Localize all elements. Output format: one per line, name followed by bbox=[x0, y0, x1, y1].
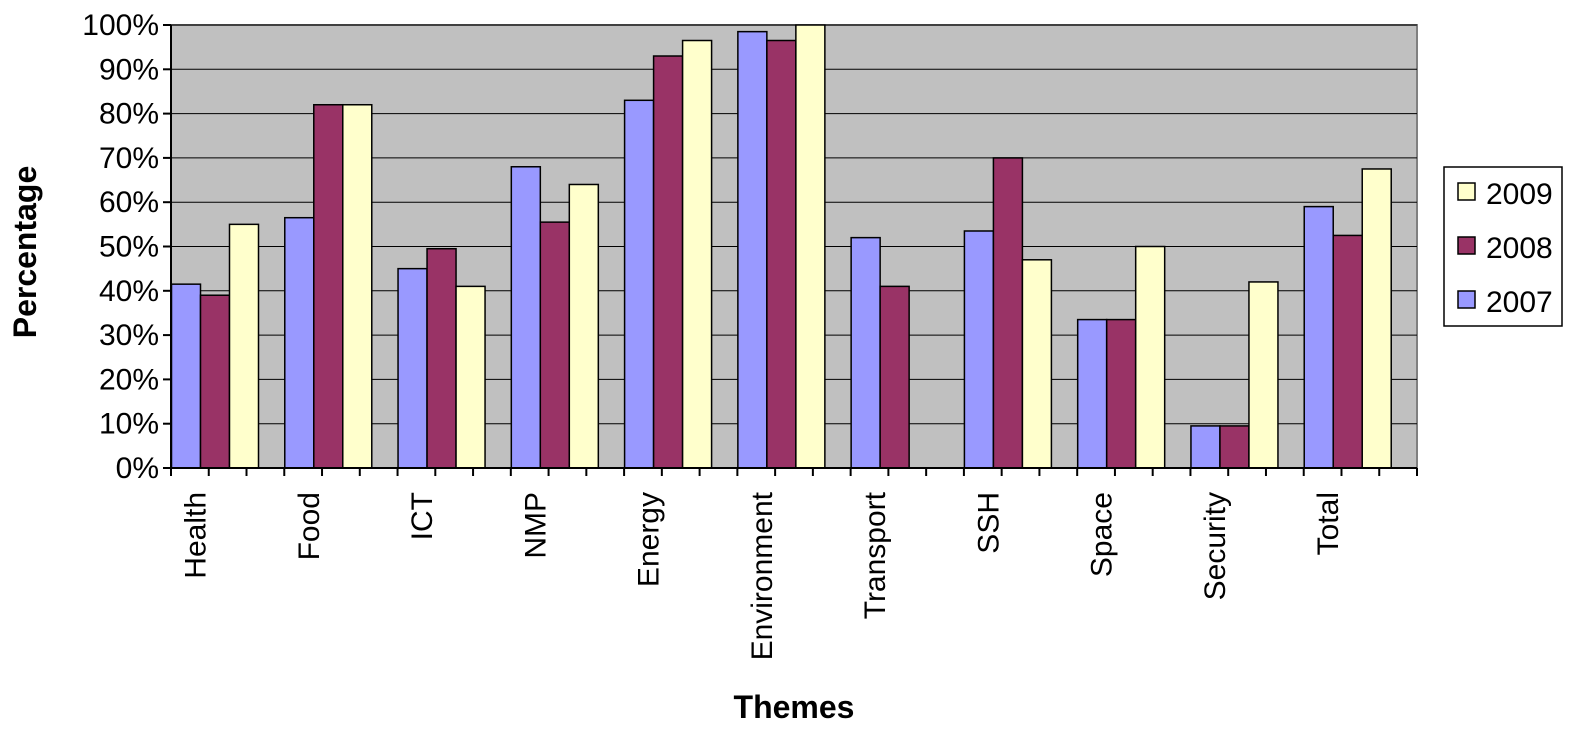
x-tick-label: Security bbox=[1199, 492, 1232, 600]
legend-swatch-2009 bbox=[1457, 182, 1476, 201]
x-axis-title: Themes bbox=[734, 689, 855, 725]
y-tick-label: 50% bbox=[99, 231, 159, 264]
bar-food-2009 bbox=[342, 103, 373, 469]
y-tick-label: 80% bbox=[99, 98, 159, 131]
x-tick-label: Transport bbox=[859, 491, 892, 619]
bar-ssh-2007 bbox=[963, 230, 995, 469]
bar-transport-2007 bbox=[850, 236, 881, 469]
bar-total-2008 bbox=[1332, 234, 1363, 469]
bar-ict-2009 bbox=[455, 285, 486, 469]
bar-space-2009 bbox=[1134, 245, 1166, 469]
x-tick-label: ICT bbox=[406, 492, 439, 540]
y-tick-label: 70% bbox=[99, 142, 159, 175]
bar-security-2009 bbox=[1248, 281, 1279, 469]
x-tick-label: Food bbox=[293, 492, 326, 560]
legend-label-2007: 2007 bbox=[1486, 286, 1553, 319]
bar-nmp-2009 bbox=[568, 183, 600, 469]
bar-security-2007 bbox=[1190, 425, 1221, 469]
bar-ssh-2009 bbox=[1021, 259, 1053, 469]
bar-group bbox=[170, 24, 1392, 469]
bar-health-2007 bbox=[170, 283, 202, 469]
bar-ict-2008 bbox=[426, 247, 457, 469]
x-tick-label: Environment bbox=[746, 491, 779, 660]
legend-label-2009: 2009 bbox=[1486, 178, 1553, 211]
bar-nmp-2008 bbox=[539, 221, 571, 469]
y-axis-title: Percentage bbox=[7, 166, 43, 339]
bar-ssh-2008 bbox=[992, 157, 1024, 469]
bar-security-2008 bbox=[1219, 425, 1250, 469]
bar-nmp-2007 bbox=[510, 166, 542, 469]
bar-space-2007 bbox=[1076, 318, 1108, 469]
bar-energy-2009 bbox=[681, 39, 713, 469]
x-tick-label: NMP bbox=[519, 492, 552, 559]
bar-energy-2008 bbox=[652, 55, 684, 469]
bar-food-2008 bbox=[313, 103, 344, 469]
bar-health-2008 bbox=[199, 294, 231, 469]
bar-health-2009 bbox=[228, 223, 260, 469]
y-tick-label: 100% bbox=[82, 9, 159, 42]
legend-swatch-2008 bbox=[1457, 236, 1476, 255]
bar-transport-2008 bbox=[879, 285, 910, 469]
bar-environment-2007 bbox=[737, 30, 768, 469]
y-axis-ticks: 0% 10% 20% 30% 40% 50% 60% 70% 80% 90% 100% bbox=[82, 9, 171, 485]
x-tick-label: Energy bbox=[633, 492, 666, 587]
y-tick-label: 30% bbox=[99, 319, 159, 352]
bar-total-2007 bbox=[1303, 205, 1334, 469]
y-tick-label: 20% bbox=[99, 363, 159, 396]
x-tick-label: Health bbox=[180, 492, 213, 579]
y-tick-label: 0% bbox=[116, 452, 159, 485]
bar-environment-2009 bbox=[795, 24, 826, 469]
y-tick-label: 90% bbox=[99, 53, 159, 86]
legend: 2009 2008 2007 bbox=[1443, 166, 1563, 327]
legend-label-2008: 2008 bbox=[1486, 232, 1553, 265]
legend-swatch-2007 bbox=[1457, 290, 1476, 309]
y-tick-label: 40% bbox=[99, 275, 159, 308]
x-tick-label: SSH bbox=[972, 492, 1005, 554]
bar-total-2009 bbox=[1361, 168, 1392, 469]
bar-space-2008 bbox=[1105, 318, 1137, 469]
bar-ict-2007 bbox=[397, 267, 428, 469]
bar-food-2007 bbox=[284, 216, 315, 469]
x-tick-label: Space bbox=[1086, 492, 1119, 577]
bar-energy-2007 bbox=[623, 99, 655, 469]
x-tick-label: Total bbox=[1312, 492, 1345, 555]
x-axis-ticks: Health Food ICT NMP Energy Environment Transpo… bbox=[170, 468, 1418, 660]
y-tick-label: 10% bbox=[99, 408, 159, 441]
bar-environment-2008 bbox=[766, 39, 797, 469]
y-tick-label: 60% bbox=[99, 186, 159, 219]
